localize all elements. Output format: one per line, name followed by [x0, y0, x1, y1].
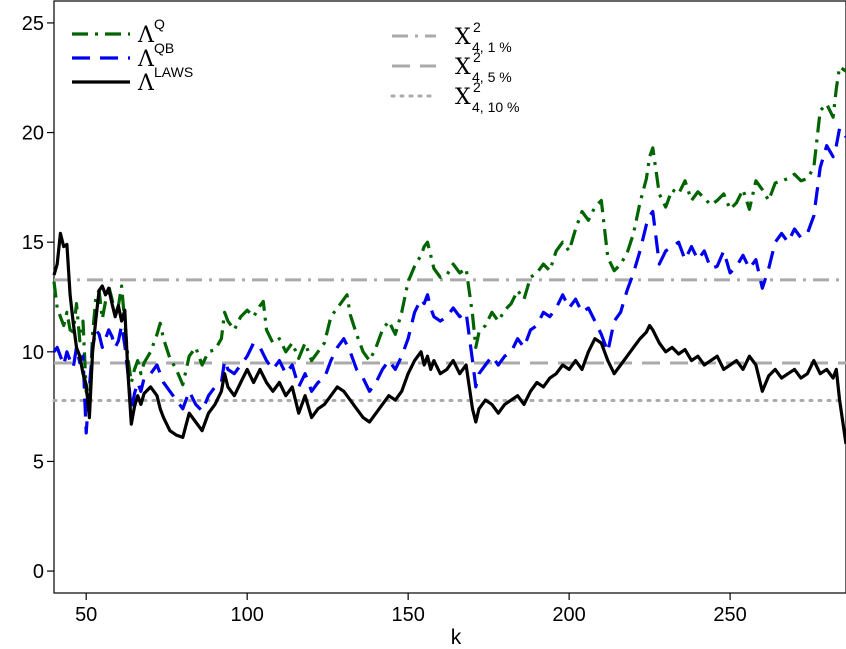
legend-label: X: [455, 55, 471, 80]
legend-label-subscript: 4, 10 %: [472, 99, 519, 115]
legend-label-subscript: 4, 5 %: [472, 69, 512, 85]
legend-reference: X 24, 1 %X 24, 5 %X 24, 10 %: [390, 19, 519, 115]
legend-label-superscript: 2: [473, 19, 481, 35]
legend-label-superscript: QB: [154, 40, 174, 56]
y-tick-label: 15: [22, 232, 44, 254]
series-line-1: [52, 65, 846, 406]
series-lines: [52, 65, 846, 445]
y-tick-label: 5: [33, 451, 44, 473]
plot-frame: [53, 0, 846, 594]
legend-label-superscript: 2: [473, 49, 481, 65]
legend-label: Λ: [137, 71, 155, 96]
x-axis: 50 100 150 200 250: [75, 593, 747, 626]
legend-label-superscript: LAWS: [154, 64, 193, 80]
legend-series: Λ QΛ QBΛ LAWS: [72, 16, 193, 96]
series-line-3: [52, 231, 846, 445]
legend-label-subscript: 4, 1 %: [472, 39, 512, 55]
legend-label: Λ: [137, 47, 155, 72]
y-tick-label: 25: [22, 13, 44, 35]
x-axis-title: k: [451, 626, 462, 649]
x-tick-label: 250: [713, 604, 746, 626]
x-tick-label: 100: [230, 604, 263, 626]
y-tick-label: 20: [22, 123, 44, 145]
x-tick-label: 200: [552, 604, 585, 626]
reference-lines: [52, 278, 846, 402]
legend-label: X: [455, 25, 471, 50]
y-tick-label: 0: [33, 561, 44, 583]
legend-label-superscript: 2: [473, 79, 481, 95]
x-tick-label: 150: [391, 604, 424, 626]
y-tick-label: 10: [22, 342, 44, 364]
legend-label: Λ: [137, 23, 155, 48]
legend-label: X: [455, 85, 471, 110]
x-tick-label: 50: [75, 604, 97, 626]
y-axis: 0 5 10 15 20 25: [22, 13, 54, 583]
series-line-2: [52, 126, 846, 435]
legend-label-superscript: Q: [154, 16, 165, 32]
